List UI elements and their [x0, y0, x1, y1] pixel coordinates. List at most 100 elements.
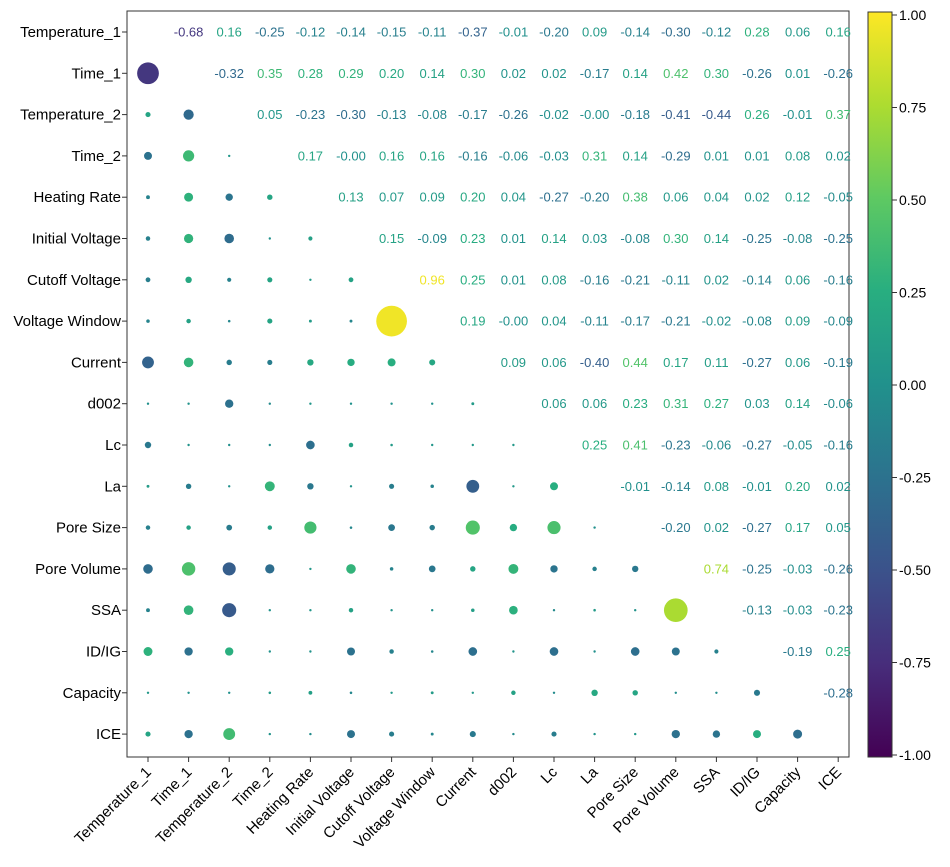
corr-label: 0.04: [501, 190, 526, 205]
corr-label: -0.27: [539, 190, 569, 205]
corr-circle: [634, 609, 637, 612]
corr-label: 0.05: [257, 107, 282, 122]
corr-circle: [145, 525, 151, 530]
corr-label: -0.14: [742, 272, 772, 287]
corr-label: 0.29: [338, 66, 363, 81]
corr-circle: [551, 731, 557, 737]
corr-label: 0.14: [420, 66, 445, 81]
corr-circle: [552, 609, 556, 612]
corr-circle: [470, 566, 476, 572]
corr-label: -0.20: [580, 190, 610, 205]
corr-circle: [183, 233, 194, 244]
corr-label: -0.03: [539, 148, 569, 163]
corr-label: -0.26: [742, 66, 772, 81]
corr-circle: [512, 485, 515, 488]
corr-circle: [347, 647, 355, 656]
corr-label: 0.17: [663, 355, 688, 370]
corr-circle: [187, 402, 190, 405]
corr-circle: [512, 650, 515, 653]
corr-label: -0.06: [499, 148, 529, 163]
corr-circle: [671, 647, 680, 656]
corr-label: -0.29: [661, 148, 691, 163]
corr-label: 0.16: [420, 148, 445, 163]
corr-circle: [349, 691, 353, 695]
corr-label: -0.05: [823, 190, 853, 205]
corr-circle: [550, 482, 558, 491]
corr-circle: [267, 194, 273, 200]
corr-label: 0.26: [744, 107, 769, 122]
corr-circle: [671, 729, 680, 739]
corr-circle: [593, 650, 596, 653]
row-labels: Temperature_1 Time_1 Temperature_2 Time_2 He…: [13, 24, 127, 743]
corr-circle: [388, 524, 395, 531]
corr-circle: [228, 691, 231, 694]
corr-label: -0.27: [742, 438, 772, 453]
corr-circle: [674, 691, 677, 694]
colorbar-tick-label: 0.25: [899, 285, 926, 301]
corr-circle: [429, 524, 435, 531]
corr-circle: [511, 690, 516, 696]
col-label-la: La: [578, 763, 602, 787]
corr-circle: [390, 609, 393, 612]
corr-label: -0.03: [783, 603, 813, 618]
corr-label: 0.30: [704, 66, 729, 81]
corr-circle: [389, 731, 395, 737]
corr-label: -0.19: [783, 644, 813, 659]
corr-circle: [508, 563, 519, 574]
colorbar-tick-label: -1.00: [899, 747, 931, 763]
corr-circle: [308, 690, 313, 695]
corr-circle: [349, 526, 353, 529]
corr-label: 0.11: [704, 355, 728, 370]
row-label-ssa: SSA: [91, 602, 121, 619]
corr-label: 0.06: [785, 25, 810, 40]
corr-label: -0.02: [539, 107, 569, 122]
corr-label: -0.17: [580, 66, 610, 81]
corr-circle: [146, 195, 150, 200]
corr-circle: [308, 236, 313, 241]
corr-label: -0.25: [742, 561, 772, 576]
corr-label: -0.23: [296, 107, 326, 122]
row-label-temperature-1: Temperature_1: [20, 24, 121, 41]
corr-circle: [309, 402, 312, 405]
corr-circle: [431, 443, 434, 447]
corr-circle: [225, 399, 234, 408]
corr-circle: [137, 62, 159, 85]
corr-label: 0.02: [704, 520, 729, 535]
corr-label: 0.20: [379, 66, 404, 81]
corr-label: -0.06: [823, 396, 853, 411]
col-label-temperature-1: Temperature_1: [71, 764, 154, 847]
corr-label: -0.16: [580, 272, 610, 287]
corr-label: 0.23: [623, 396, 648, 411]
corr-label: 0.16: [217, 25, 242, 40]
corr-label: 0.02: [541, 66, 566, 81]
corr-circle: [145, 112, 151, 118]
corr-circle: [146, 319, 150, 323]
corr-label: 0.06: [785, 272, 810, 287]
row-label-voltage-window: Voltage Window: [13, 313, 121, 330]
corr-circle: [183, 109, 194, 120]
corr-label: -0.20: [661, 520, 691, 535]
corr-label: 0.96: [420, 272, 445, 287]
row-label-pore-volume: Pore Volume: [35, 561, 121, 578]
corr-circle: [349, 485, 353, 488]
corr-label: 0.28: [744, 25, 769, 40]
corr-label: 0.09: [420, 190, 445, 205]
corr-label: -0.26: [499, 107, 529, 122]
corr-circle: [143, 564, 153, 574]
corr-label: 0.03: [744, 396, 769, 411]
corr-label: -0.12: [702, 25, 732, 40]
corr-label: -0.21: [661, 314, 691, 329]
corr-label: -0.01: [499, 25, 529, 40]
corr-label: 0.01: [501, 272, 526, 287]
corr-label: -0.26: [823, 66, 853, 81]
corr-label: 0.19: [460, 314, 485, 329]
corr-circle: [185, 276, 192, 283]
corr-circle: [268, 691, 272, 695]
corr-circle: [187, 691, 190, 694]
corr-label: 0.30: [460, 66, 485, 81]
corr-label: 0.02: [501, 66, 526, 81]
corr-circle: [632, 690, 638, 696]
corr-label: -0.09: [823, 314, 853, 329]
corr-label: -0.14: [336, 25, 366, 40]
corr-label: 0.04: [541, 314, 566, 329]
